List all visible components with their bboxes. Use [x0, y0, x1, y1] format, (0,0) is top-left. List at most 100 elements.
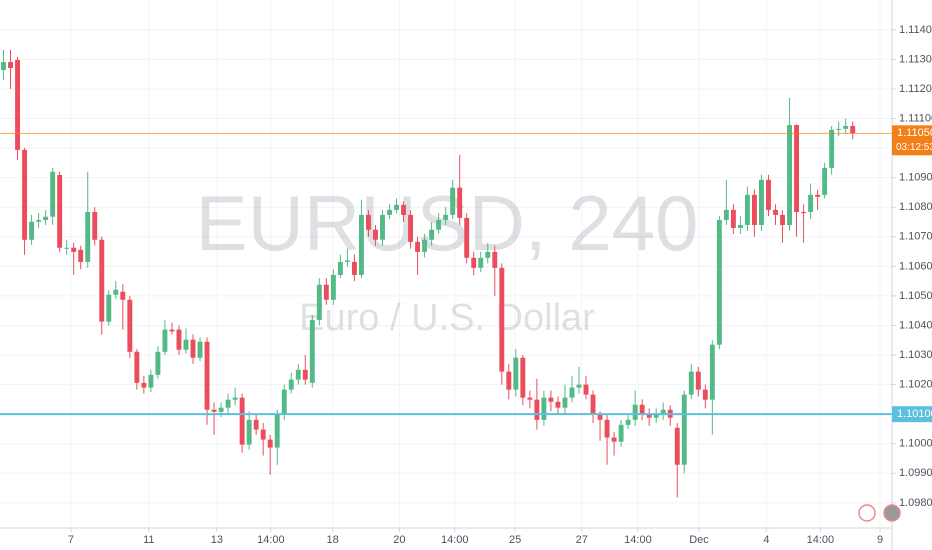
candle-body — [534, 399, 540, 420]
candle-body — [267, 439, 273, 448]
x-tick-label: 27 — [576, 534, 588, 546]
candle-body — [197, 341, 203, 358]
candle-body — [113, 289, 119, 295]
candle-body — [358, 214, 364, 275]
candle-body — [625, 419, 631, 425]
y-tick-label: 1.10800 — [899, 201, 932, 213]
watermark-title: EURUSD, 240 — [196, 179, 699, 267]
y-tick-label: 1.09800 — [899, 497, 932, 509]
candle-body — [43, 216, 49, 220]
candle-body — [415, 241, 421, 252]
y-tick-label: 1.10600 — [899, 260, 932, 272]
candle-body — [162, 329, 168, 352]
candle-body — [422, 239, 428, 252]
candle-body — [50, 171, 56, 217]
candle-body — [260, 429, 266, 440]
candle-body — [29, 221, 35, 240]
candle-body — [822, 167, 828, 195]
watermark-subtitle: Euro / U.S. Dollar — [299, 297, 595, 339]
x-tick-label: 11 — [143, 534, 154, 546]
candle-body — [639, 404, 645, 415]
level-label-box — [892, 406, 932, 423]
candle-body — [288, 379, 294, 390]
x-tick-label: Dec — [689, 534, 709, 546]
candle-body — [85, 211, 91, 262]
candle-body — [64, 247, 70, 249]
candle-body — [408, 214, 414, 242]
candle-body — [836, 128, 842, 130]
x-tick-label: 14:00 — [624, 534, 652, 546]
candle-body — [36, 219, 42, 222]
candle-body — [576, 384, 582, 388]
candle-body — [730, 209, 736, 228]
y-tick-label: 1.10400 — [899, 319, 932, 331]
candle-body — [155, 351, 161, 375]
candle-body — [71, 247, 77, 252]
candle-body — [555, 401, 561, 408]
candle-body — [674, 427, 680, 465]
candle-body — [106, 294, 112, 322]
x-tick-label: 14:00 — [441, 534, 469, 546]
countdown: 03:12:53 — [896, 142, 932, 153]
y-tick-label: 1.10500 — [899, 290, 932, 302]
candle-body — [330, 274, 336, 300]
candle-body — [99, 239, 105, 322]
candle-body — [232, 397, 238, 400]
candle-body — [457, 187, 463, 218]
candle-body — [141, 382, 147, 388]
candle-body — [632, 404, 638, 420]
x-tick-label: 14:00 — [807, 534, 835, 546]
candle-body — [351, 261, 357, 275]
candle-body — [590, 394, 596, 415]
y-tick-label: 1.10200 — [899, 379, 932, 391]
candle-body — [239, 397, 245, 445]
flag-icon[interactable] — [858, 504, 876, 522]
candle-body — [541, 397, 547, 420]
candle-body — [274, 414, 280, 448]
candle-body — [1, 62, 6, 71]
candle-body — [295, 369, 301, 380]
y-tick-label: 1.10000 — [899, 438, 932, 450]
candle-body — [478, 257, 484, 268]
candle-body — [815, 194, 821, 197]
candle-body — [365, 214, 371, 230]
candle-body — [506, 371, 512, 390]
candle-body — [183, 339, 189, 350]
plot — [0, 49, 892, 498]
y-tick-label: 1.11300 — [899, 53, 932, 65]
y-tick-label: 1.10300 — [899, 349, 932, 361]
candle-body — [744, 194, 750, 225]
candle-body — [464, 217, 470, 258]
candle-body — [695, 371, 701, 390]
candle-body — [829, 129, 835, 168]
candle-body — [780, 214, 785, 225]
x-tick-label: 18 — [327, 534, 339, 546]
candle-body — [57, 175, 63, 248]
candle-body — [808, 194, 814, 212]
candle-body — [15, 60, 21, 150]
candle-body — [316, 284, 322, 320]
candle-body — [394, 204, 399, 210]
candle-body — [618, 424, 624, 442]
candle-body — [344, 260, 350, 262]
candle-body — [337, 261, 343, 275]
candle-body — [471, 257, 477, 268]
candle-body — [709, 344, 715, 400]
y-tick-label: 1.11100 — [899, 112, 932, 124]
candle-body — [8, 62, 13, 68]
flag-icon[interactable] — [883, 504, 901, 522]
candle-body — [148, 374, 154, 388]
candle-body — [380, 214, 385, 240]
candle-body — [92, 211, 98, 240]
candle-body — [127, 299, 133, 352]
candle-body — [801, 211, 807, 214]
y-tick-label: 1.11200 — [899, 83, 932, 95]
candle-body — [450, 187, 456, 215]
candle-body — [611, 437, 617, 442]
candle-body — [850, 125, 856, 134]
candle-body — [646, 414, 652, 418]
x-tick-label: 7 — [68, 534, 74, 546]
